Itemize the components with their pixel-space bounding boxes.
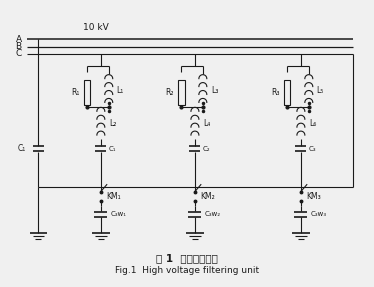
Text: C₁: C₁ <box>109 146 116 152</box>
Text: C₁: C₁ <box>17 144 25 154</box>
Text: C₃w₁: C₃w₁ <box>111 211 127 217</box>
Text: R₂: R₂ <box>166 88 174 97</box>
Text: KM₁: KM₁ <box>106 192 120 201</box>
Text: L₃: L₃ <box>211 86 218 95</box>
Text: L₅: L₅ <box>317 86 324 95</box>
Text: B: B <box>15 42 22 51</box>
Text: A: A <box>15 34 22 44</box>
Bar <box>178 79 184 105</box>
Text: R₃: R₃ <box>272 88 280 97</box>
Text: R₁: R₁ <box>72 88 80 97</box>
Text: KM₃: KM₃ <box>306 192 321 201</box>
Text: L₁: L₁ <box>117 86 124 95</box>
Text: C₃w₃: C₃w₃ <box>311 211 327 217</box>
Text: L₄: L₄ <box>203 119 210 128</box>
Text: L₆: L₆ <box>309 119 316 128</box>
Text: C₂: C₂ <box>203 146 211 152</box>
Text: 图 1  高压滤波单元: 图 1 高压滤波单元 <box>156 253 218 263</box>
Text: C₃: C₃ <box>309 146 316 152</box>
Text: KM₂: KM₂ <box>200 192 215 201</box>
Text: C₃w₂: C₃w₂ <box>205 211 221 217</box>
Bar <box>83 79 91 105</box>
Text: Fig.1  High voltage filtering unit: Fig.1 High voltage filtering unit <box>115 266 259 275</box>
Text: C: C <box>15 49 22 58</box>
Bar <box>283 79 291 105</box>
Text: L₂: L₂ <box>109 119 116 128</box>
Text: 10 kV: 10 kV <box>83 23 109 32</box>
